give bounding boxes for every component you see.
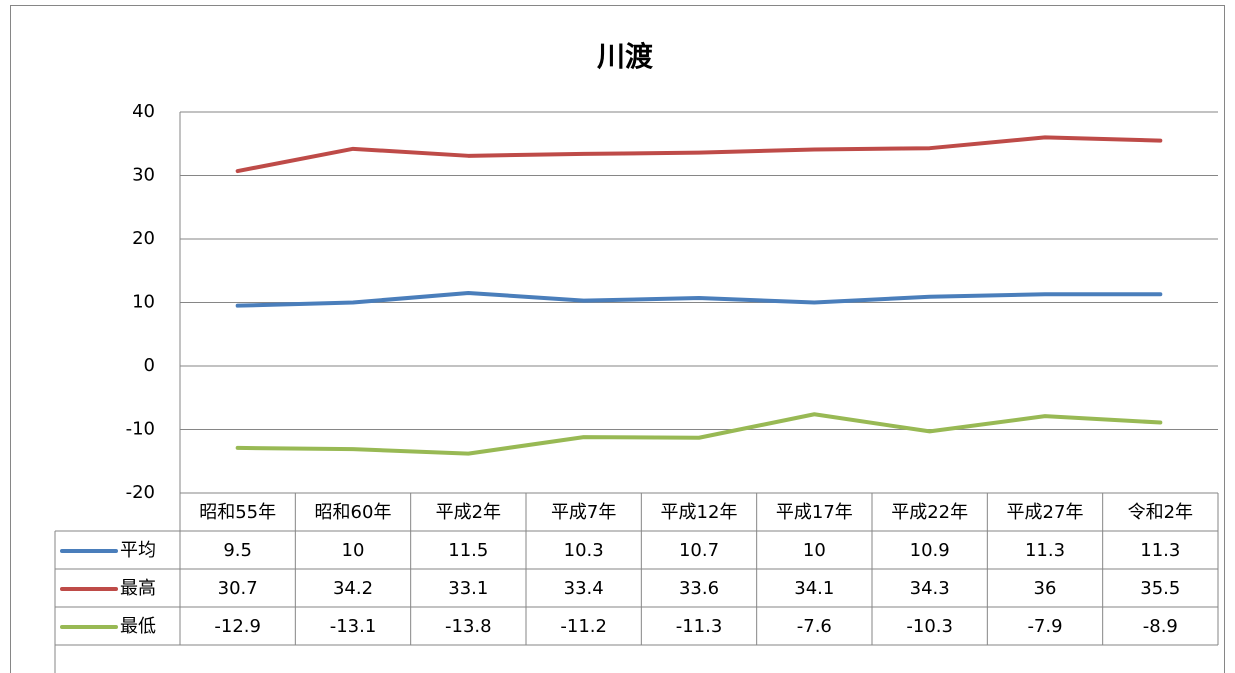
table-value: 11.3	[1140, 540, 1180, 561]
series-line	[235, 135, 1163, 174]
table-value: -12.9	[214, 616, 261, 637]
legend-label: 最高	[120, 578, 156, 599]
y-tick-label: 10	[132, 292, 155, 313]
x-tick-label: 平成22年	[891, 502, 968, 523]
y-tick-label: -10	[126, 419, 155, 440]
x-tick-label: 平成7年	[551, 502, 616, 523]
table-value: 34.2	[333, 578, 373, 599]
table-value: 10	[803, 540, 826, 561]
table-value: 36	[1034, 578, 1057, 599]
table-value: -13.8	[445, 616, 492, 637]
table-value: 11.3	[1025, 540, 1065, 561]
x-tick-label: 平成2年	[436, 502, 501, 523]
y-tick-label: -20	[126, 482, 155, 503]
legend-label: 最低	[120, 616, 156, 637]
table-value: -7.6	[797, 616, 832, 637]
chart-border	[10, 5, 1225, 673]
table-value: 34.1	[794, 578, 834, 599]
chart-title: 川渡	[597, 40, 654, 73]
x-tick-label: 平成12年	[661, 502, 738, 523]
y-tick-label: 40	[132, 101, 155, 122]
table-value: 10	[342, 540, 365, 561]
table-value: 11.5	[448, 540, 488, 561]
table-value: 10.3	[564, 540, 604, 561]
table-value: 10.9	[910, 540, 950, 561]
series-line	[235, 290, 1163, 308]
table-value: 9.5	[223, 540, 252, 561]
table-value: 35.5	[1140, 578, 1180, 599]
x-tick-label: 平成17年	[776, 502, 853, 523]
y-tick-label: 20	[132, 228, 155, 249]
y-tick-label: 0	[144, 355, 155, 376]
table-value: 33.6	[679, 578, 719, 599]
table-value: 33.4	[564, 578, 604, 599]
table-value: 10.7	[679, 540, 719, 561]
x-tick-label: 平成27年	[1007, 502, 1084, 523]
table-value: -13.1	[330, 616, 377, 637]
table-value: -8.9	[1143, 616, 1178, 637]
x-tick-label: 昭和60年	[315, 502, 392, 523]
x-tick-label: 令和2年	[1128, 502, 1193, 523]
table-value: -10.3	[906, 616, 953, 637]
table-value: -11.3	[676, 616, 723, 637]
y-tick-label: 30	[132, 165, 155, 186]
table-value: 30.7	[218, 578, 258, 599]
table-value: -11.2	[560, 616, 607, 637]
x-tick-label: 昭和55年	[199, 502, 276, 523]
series-line	[235, 412, 1163, 456]
legend-label: 平均	[120, 540, 156, 561]
table-value: 33.1	[448, 578, 488, 599]
table-value: 34.3	[910, 578, 950, 599]
table-value: -7.9	[1027, 616, 1062, 637]
